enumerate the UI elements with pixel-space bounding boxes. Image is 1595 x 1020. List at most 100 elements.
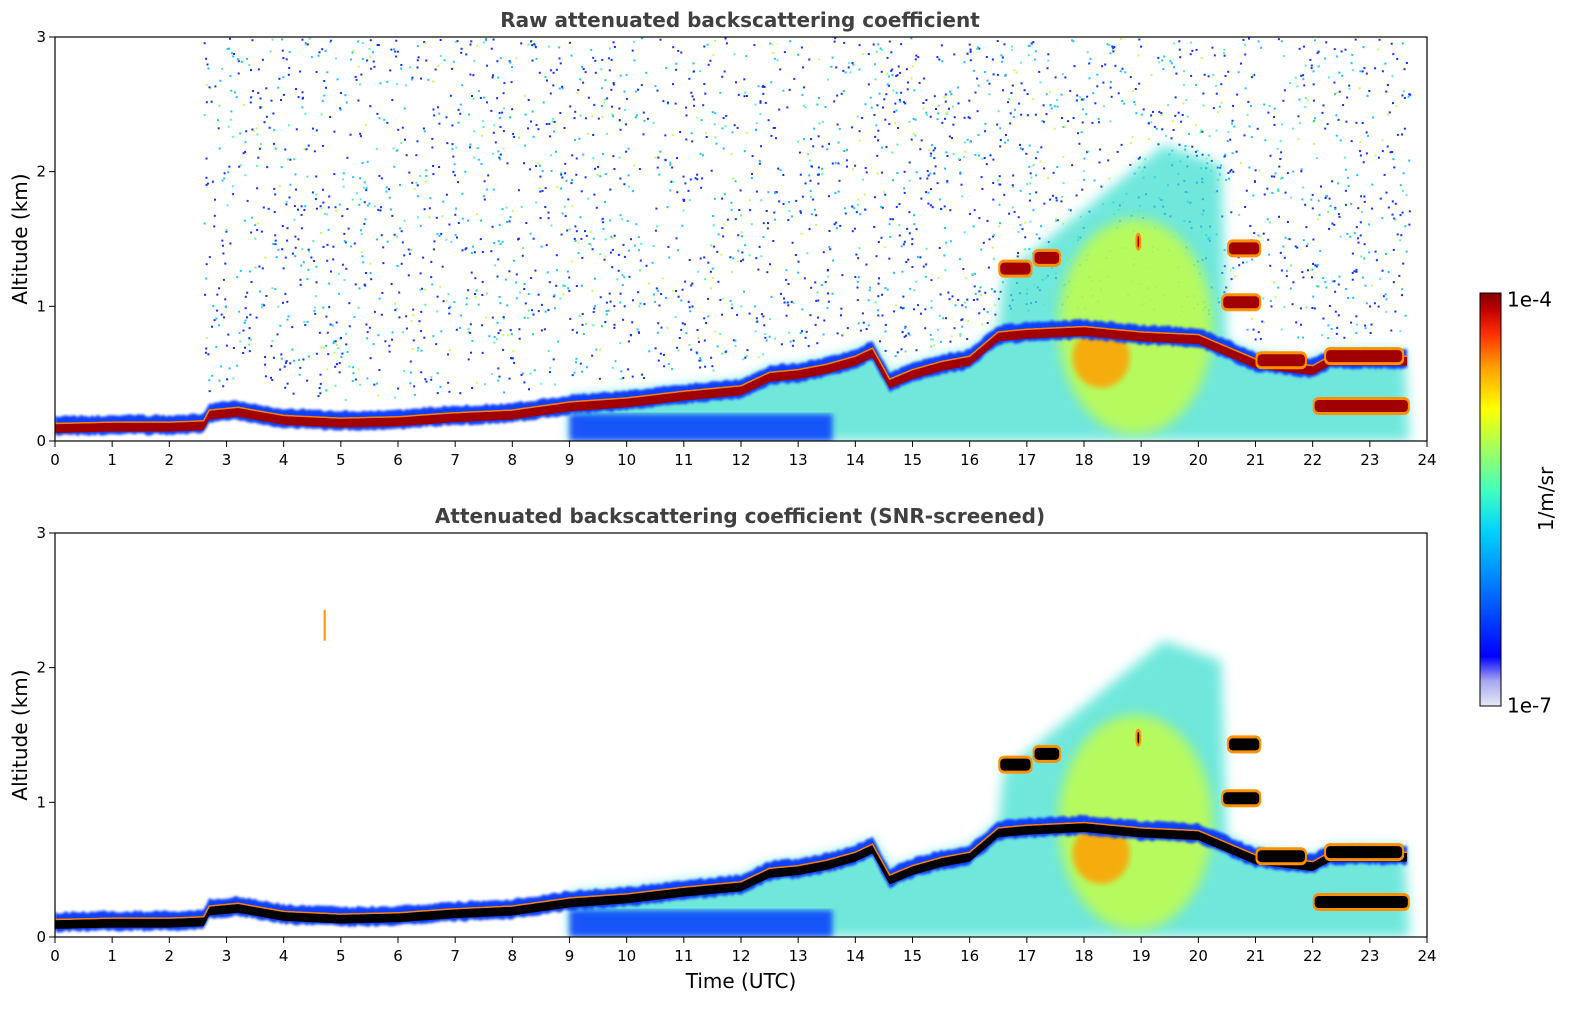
noise-speckle bbox=[418, 320, 421, 323]
noise-speckle bbox=[652, 121, 655, 124]
noise-speckle bbox=[454, 213, 457, 216]
noise-speckle bbox=[286, 382, 289, 385]
noise-speckle bbox=[726, 218, 729, 221]
noise-speckle bbox=[529, 232, 532, 235]
noise-speckle bbox=[884, 323, 887, 326]
noise-speckle bbox=[913, 89, 916, 92]
noise-speckle bbox=[228, 165, 231, 168]
noise-speckle bbox=[363, 201, 366, 204]
noise-speckle bbox=[639, 259, 642, 262]
noise-speckle bbox=[914, 58, 917, 61]
noise-speckle bbox=[314, 198, 317, 201]
colorbar-max-label: 1e-4 bbox=[1507, 288, 1552, 312]
noise-speckle bbox=[1329, 205, 1332, 208]
noise-speckle bbox=[1381, 70, 1384, 73]
noise-speckle bbox=[499, 153, 502, 156]
noise-speckle bbox=[218, 287, 221, 290]
noise-speckle bbox=[786, 301, 789, 304]
x-tick-label: 0 bbox=[50, 947, 60, 965]
noise-speckle bbox=[252, 130, 255, 133]
noise-speckle bbox=[243, 219, 246, 222]
noise-speckle bbox=[773, 57, 776, 60]
noise-speckle bbox=[1300, 170, 1303, 173]
noise-speckle bbox=[1316, 51, 1319, 54]
noise-speckle bbox=[315, 281, 318, 284]
noise-speckle bbox=[654, 347, 657, 350]
noise-speckle bbox=[961, 195, 964, 198]
noise-speckle bbox=[862, 178, 865, 181]
noise-speckle bbox=[1338, 215, 1341, 218]
noise-speckle bbox=[353, 242, 356, 245]
noise-speckle bbox=[547, 217, 550, 220]
noise-speckle bbox=[659, 38, 662, 41]
noise-speckle bbox=[730, 153, 733, 156]
noise-speckle bbox=[973, 209, 976, 212]
noise-speckle bbox=[643, 303, 646, 306]
noise-speckle bbox=[938, 247, 941, 249]
noise-speckle bbox=[438, 166, 441, 168]
noise-speckle bbox=[711, 365, 714, 368]
noise-speckle bbox=[1328, 76, 1330, 79]
noise-speckle bbox=[1230, 211, 1233, 214]
noise-speckle bbox=[1322, 317, 1325, 320]
noise-speckle bbox=[1121, 100, 1124, 102]
noise-speckle bbox=[635, 90, 638, 93]
noise-speckle bbox=[1280, 269, 1283, 272]
noise-speckle bbox=[713, 197, 716, 200]
noise-speckle bbox=[1200, 129, 1203, 132]
noise-speckle bbox=[610, 58, 613, 61]
noise-speckle bbox=[961, 325, 964, 328]
noise-speckle bbox=[804, 336, 807, 339]
noise-speckle bbox=[834, 162, 837, 165]
noise-speckle bbox=[250, 281, 253, 283]
noise-speckle bbox=[300, 213, 303, 216]
noise-speckle bbox=[922, 107, 925, 110]
noise-speckle bbox=[701, 177, 704, 180]
noise-speckle bbox=[820, 284, 823, 287]
noise-speckle bbox=[1337, 213, 1340, 216]
noise-speckle bbox=[359, 177, 361, 180]
noise-speckle bbox=[618, 156, 621, 159]
noise-speckle bbox=[1326, 123, 1329, 126]
noise-speckle bbox=[1404, 225, 1407, 228]
noise-speckle bbox=[1062, 222, 1065, 225]
noise-speckle bbox=[1359, 234, 1362, 237]
noise-speckle bbox=[363, 222, 366, 225]
noise-speckle bbox=[876, 104, 879, 107]
noise-speckle bbox=[274, 239, 277, 242]
noise-speckle bbox=[791, 215, 793, 218]
noise-speckle bbox=[1350, 140, 1353, 143]
noise-speckle bbox=[1316, 218, 1319, 221]
noise-speckle bbox=[1257, 40, 1260, 43]
noise-speckle bbox=[1268, 105, 1271, 108]
noise-speckle bbox=[884, 118, 887, 121]
noise-speckle bbox=[502, 130, 505, 133]
noise-speckle bbox=[315, 352, 318, 355]
noise-speckle bbox=[767, 222, 769, 225]
noise-speckle bbox=[586, 366, 588, 369]
noise-speckle bbox=[511, 209, 514, 212]
noise-speckle bbox=[608, 292, 611, 295]
noise-speckle bbox=[205, 101, 208, 104]
noise-speckle bbox=[391, 214, 394, 217]
noise-speckle bbox=[687, 300, 690, 303]
noise-speckle bbox=[1359, 140, 1362, 143]
noise-speckle bbox=[430, 276, 433, 279]
noise-speckle bbox=[306, 320, 309, 323]
cloud-layer bbox=[1000, 262, 1031, 275]
noise-speckle bbox=[400, 141, 403, 144]
noise-speckle bbox=[1236, 93, 1239, 96]
noise-speckle bbox=[257, 156, 260, 159]
noise-speckle bbox=[731, 131, 734, 134]
noise-speckle bbox=[620, 370, 623, 373]
noise-speckle bbox=[436, 372, 439, 375]
noise-speckle bbox=[763, 324, 766, 327]
noise-speckle bbox=[754, 305, 757, 308]
noise-speckle bbox=[1229, 138, 1232, 141]
colorbar-min-label: 1e-7 bbox=[1507, 694, 1552, 718]
raw-backscatter-panel: Raw attenuated backscattering coefficien… bbox=[8, 8, 1437, 469]
noise-speckle bbox=[998, 183, 1001, 186]
noise-speckle bbox=[696, 173, 699, 176]
noise-speckle bbox=[656, 166, 659, 169]
noise-speckle bbox=[465, 53, 468, 56]
